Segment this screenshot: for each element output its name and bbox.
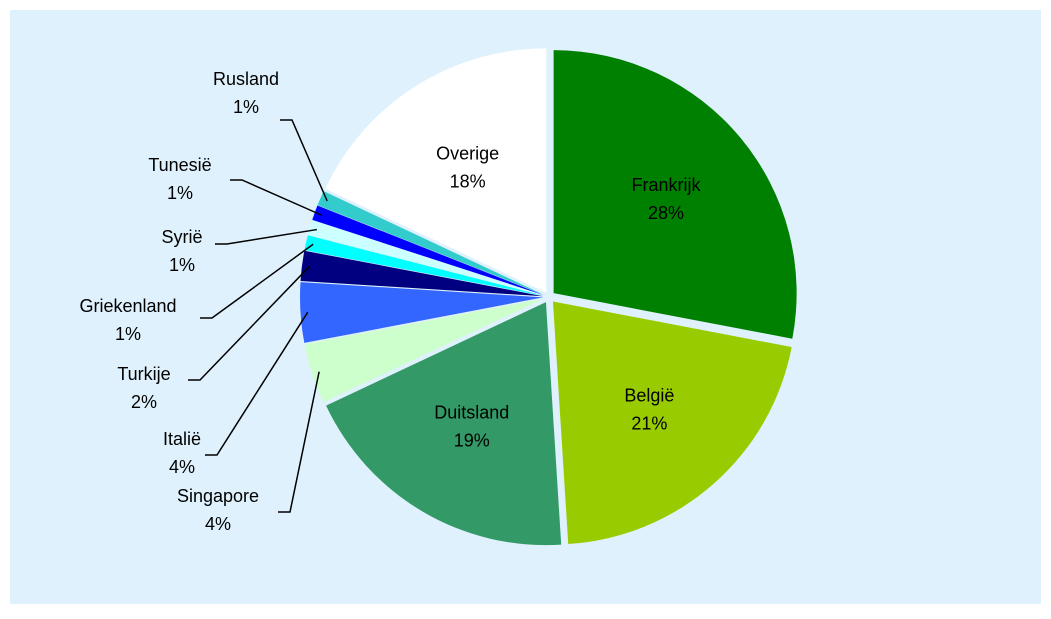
pie-slice [552, 301, 792, 545]
slice-value-label: 4% [169, 457, 195, 477]
leader-line [278, 371, 320, 513]
slice-value-label: 1% [169, 255, 195, 275]
leader-line [205, 311, 309, 456]
leader-line [230, 179, 322, 216]
pie-slice [307, 220, 544, 296]
slice-label: Frankrijk [631, 175, 701, 195]
leader-line [215, 228, 318, 245]
pie-slice [325, 48, 547, 293]
pie-slice [304, 298, 544, 403]
slice-label: Syrië [161, 227, 202, 247]
slice-label: België [624, 386, 674, 406]
slice-label: Overige [436, 144, 499, 164]
slice-label: Singapore [177, 486, 259, 506]
slice-label: Duitsland [434, 402, 509, 422]
slice-label: Turkije [117, 364, 170, 384]
slice-label: Rusland [213, 69, 279, 89]
slice-value-label: 1% [115, 324, 141, 344]
pie-slice [312, 205, 544, 295]
slice-label: Griekenland [79, 296, 176, 316]
slice-value-label: 1% [167, 183, 193, 203]
pie-slice [317, 191, 544, 295]
slice-value-label: 4% [205, 514, 231, 534]
pie-slice [304, 235, 544, 296]
slice-label: Tunesië [148, 155, 211, 175]
pie-slice [553, 50, 797, 339]
leader-line [188, 266, 310, 381]
slice-value-label: 1% [233, 97, 259, 117]
pie-slice [300, 250, 544, 297]
slice-value-label: 18% [450, 172, 486, 192]
slice-value-label: 19% [454, 430, 490, 450]
slice-value-label: 28% [648, 203, 684, 223]
pie-slice [300, 282, 544, 343]
slice-value-label: 21% [631, 414, 667, 434]
leader-line [280, 119, 328, 202]
pie-slice [326, 302, 562, 546]
slice-label: Italië [163, 429, 201, 449]
slice-value-label: 2% [131, 392, 157, 412]
leader-line [200, 243, 314, 319]
